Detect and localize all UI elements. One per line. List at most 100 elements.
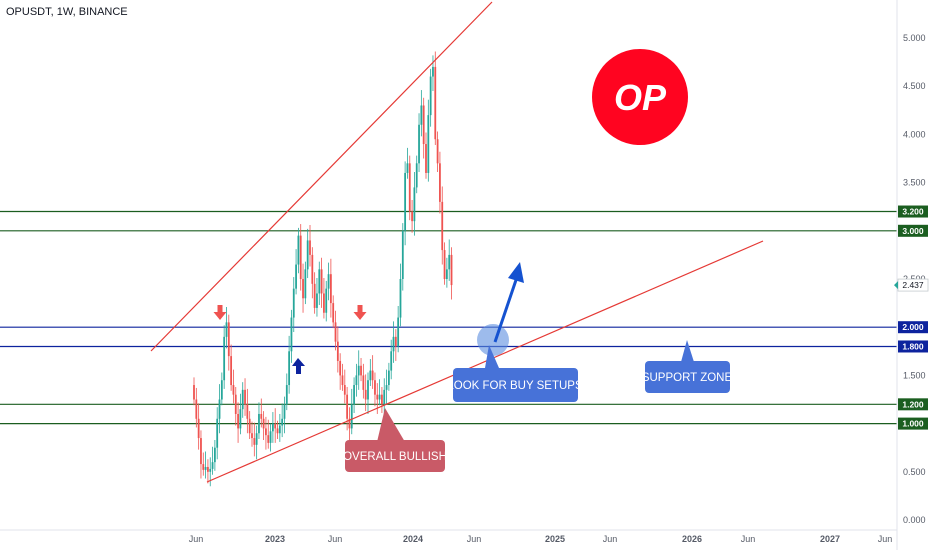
current-price-label: 2.437 bbox=[902, 280, 924, 290]
candle-body bbox=[374, 380, 376, 395]
candle-body bbox=[234, 394, 237, 414]
y-tick-label: 3.500 bbox=[903, 178, 926, 188]
level-tag-label: 1.200 bbox=[902, 399, 924, 409]
y-tick-label: 5.000 bbox=[903, 33, 926, 43]
x-tick-label: 2026 bbox=[682, 534, 702, 544]
candle-body bbox=[343, 385, 346, 395]
candle-body bbox=[436, 139, 439, 164]
candle-body bbox=[450, 254, 453, 286]
candle-body bbox=[304, 269, 307, 299]
candle-body bbox=[332, 303, 335, 323]
candle-body bbox=[299, 235, 302, 279]
candle-body bbox=[413, 187, 416, 222]
candle-body bbox=[357, 365, 360, 376]
level-tag bbox=[898, 321, 928, 334]
candle-body bbox=[432, 66, 434, 77]
level-tag-label: 1.800 bbox=[902, 341, 924, 351]
candle-body bbox=[292, 288, 295, 318]
candle-body bbox=[399, 279, 402, 318]
candle-body bbox=[276, 428, 279, 434]
candle-body bbox=[274, 423, 277, 429]
candle-body bbox=[239, 409, 242, 429]
candle-body bbox=[258, 413, 260, 434]
candle-body bbox=[209, 468, 212, 472]
candle-body bbox=[429, 76, 432, 116]
candle-body bbox=[339, 360, 342, 376]
candle-body bbox=[265, 428, 267, 436]
candle-body bbox=[290, 317, 293, 352]
upper-trendline bbox=[150, 1, 493, 352]
x-tick-label: Jun bbox=[741, 534, 756, 544]
candle-body bbox=[355, 375, 358, 386]
op-logo-text: OP bbox=[614, 77, 667, 118]
candle-body bbox=[390, 351, 393, 371]
candle-body bbox=[232, 385, 235, 395]
candle-body bbox=[323, 293, 325, 313]
symbol-title: OPUSDT, 1W, BINANCE bbox=[6, 6, 128, 18]
candle-body bbox=[211, 462, 214, 469]
candle-body bbox=[329, 274, 332, 304]
candle-body bbox=[445, 269, 448, 279]
level-tag-label: 1.000 bbox=[902, 419, 924, 429]
candle-body bbox=[202, 464, 205, 470]
support-callout-pointer bbox=[681, 340, 694, 362]
candle-body bbox=[285, 385, 288, 405]
candle-body bbox=[327, 274, 330, 289]
x-tick-label: Jun bbox=[189, 534, 204, 544]
x-tick-label: 2023 bbox=[265, 534, 285, 544]
candle-body bbox=[244, 389, 246, 405]
candle-body bbox=[406, 163, 409, 173]
candle-body bbox=[367, 380, 369, 400]
candle-body bbox=[297, 235, 300, 265]
x-tick-label: Jun bbox=[328, 534, 343, 544]
level-tag bbox=[898, 340, 928, 353]
support-callout-label: SUPPORT ZONE bbox=[642, 372, 733, 384]
candle-body bbox=[392, 336, 395, 352]
level-tag-label: 3.000 bbox=[902, 226, 924, 236]
candle-body bbox=[448, 254, 451, 270]
red-down-arrow bbox=[213, 305, 227, 320]
candle-body bbox=[346, 394, 349, 419]
candle-body bbox=[237, 413, 239, 429]
candle-body bbox=[383, 389, 386, 405]
y-tick-label: 4.500 bbox=[903, 81, 926, 91]
candle-body bbox=[213, 447, 216, 463]
level-tag-label: 2.000 bbox=[902, 322, 924, 332]
bullish-callout bbox=[345, 440, 445, 472]
candle-body bbox=[267, 435, 270, 443]
buy-callout bbox=[453, 368, 578, 402]
candle-body bbox=[425, 144, 427, 173]
level-tag bbox=[898, 417, 928, 430]
candle-body bbox=[207, 466, 209, 472]
candle-body bbox=[311, 254, 314, 284]
candle-body bbox=[362, 375, 365, 390]
blue-up-arrow bbox=[292, 358, 305, 374]
candle-body bbox=[408, 163, 411, 212]
candle-body bbox=[353, 385, 355, 405]
red-down-arrow bbox=[353, 305, 367, 320]
candle-body bbox=[415, 163, 418, 188]
y-tick-label: 1.500 bbox=[903, 370, 926, 380]
candle-body bbox=[411, 211, 413, 222]
candle-body bbox=[271, 423, 274, 432]
candle-body bbox=[376, 394, 379, 400]
x-tick-label: Jun bbox=[467, 534, 482, 544]
x-tick-label: 2025 bbox=[545, 534, 565, 544]
candle-body bbox=[269, 431, 272, 443]
candle-body bbox=[241, 389, 244, 410]
candle-body bbox=[306, 240, 309, 270]
candle-body bbox=[418, 124, 420, 164]
candle-body bbox=[260, 413, 263, 419]
candle-body bbox=[381, 394, 383, 405]
candle-body bbox=[227, 322, 230, 357]
buy-callout-label: LOOK FOR BUY SETUPS bbox=[447, 380, 583, 392]
candle-body bbox=[230, 356, 233, 386]
candle-body bbox=[193, 385, 195, 400]
candle-body bbox=[220, 380, 223, 400]
candle-body bbox=[195, 399, 198, 419]
price-axis bbox=[897, 0, 932, 550]
y-tick-label: 4.000 bbox=[903, 129, 926, 139]
candle-body bbox=[316, 293, 318, 308]
